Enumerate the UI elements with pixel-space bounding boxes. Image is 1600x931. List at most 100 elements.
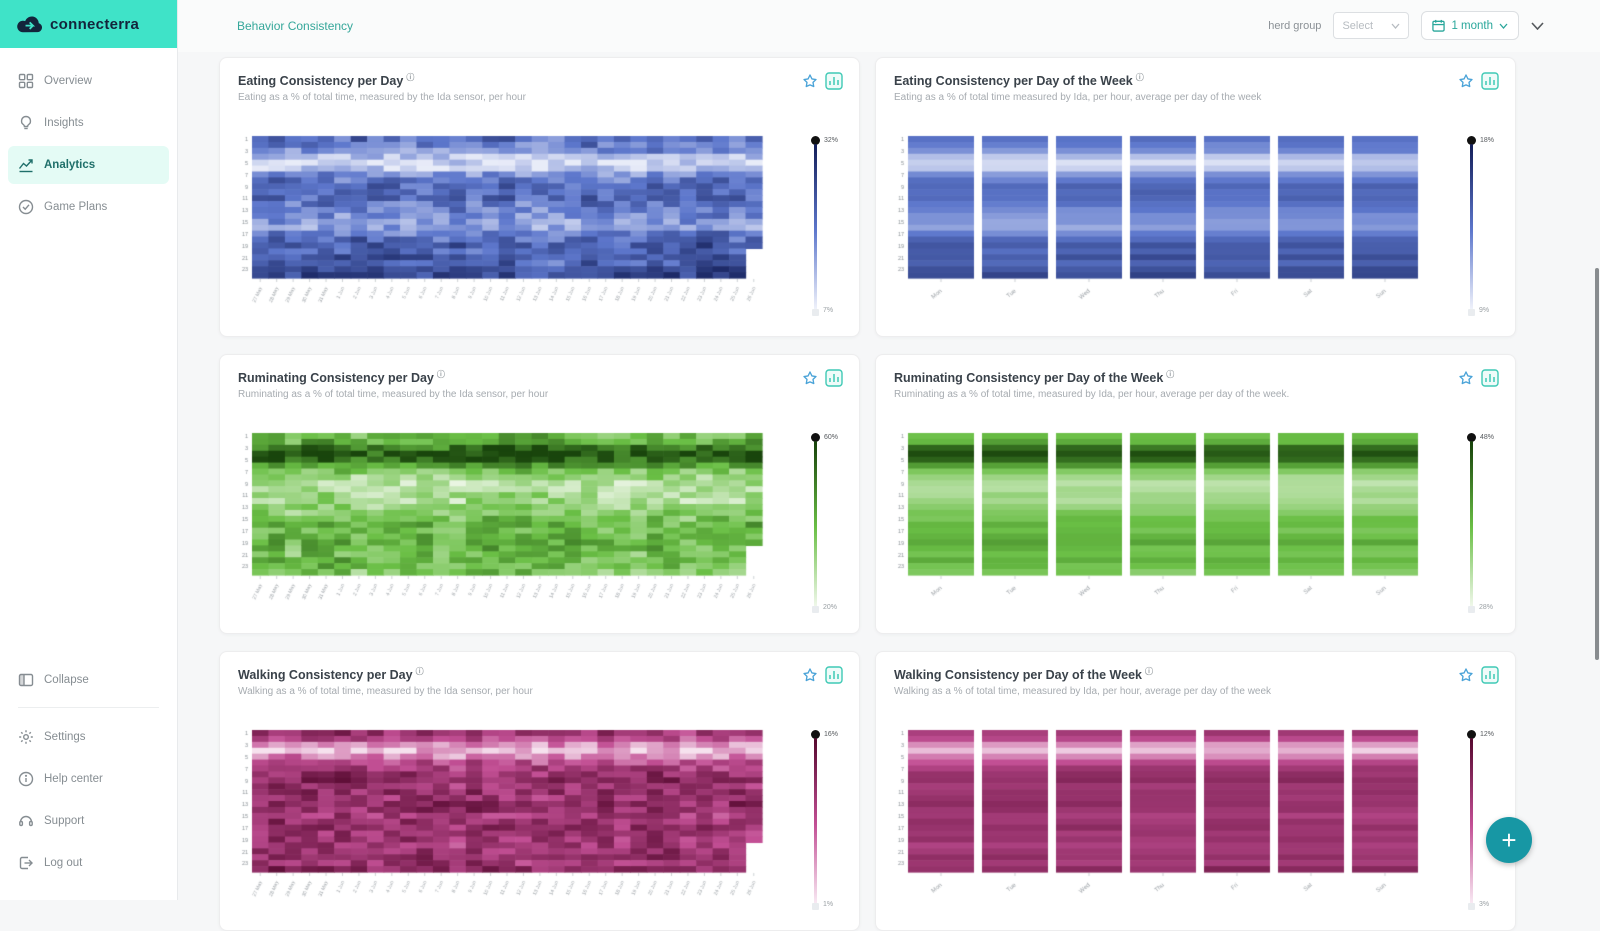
scale-min-cap: [811, 606, 819, 613]
period-label: 1 month: [1451, 19, 1493, 32]
scale-min-cap: [811, 309, 819, 316]
chart-card-ruminating-weekly: Ruminating Consistency per Day of the We…: [875, 354, 1516, 634]
main-content: Behavior Consistency herd group Select 1…: [178, 0, 1600, 931]
chart-title: Ruminating Consistency per Day of the We…: [894, 370, 1175, 386]
herd-group-select[interactable]: Select: [1333, 12, 1410, 39]
scale-min-cap: [1467, 309, 1475, 316]
sidebar-item-label: Settings: [44, 731, 86, 743]
sidebar-item-game-plans[interactable]: Game Plans: [8, 188, 169, 226]
chart-icon: [18, 157, 34, 173]
scale-min-label: 20%: [823, 604, 838, 611]
calendar-icon: [1432, 19, 1446, 32]
favorite-star-icon[interactable]: [802, 667, 818, 683]
chart-subtitle: Eating as a % of total time, measured by…: [238, 92, 526, 103]
sidebar-item-label: Collapse: [44, 674, 89, 686]
period-select[interactable]: 1 month: [1421, 11, 1519, 40]
scrollbar-thumb[interactable]: [1595, 268, 1599, 660]
scale-max-label: 16%: [824, 731, 839, 738]
favorite-star-icon[interactable]: [802, 370, 818, 386]
add-to-dashboard-icon[interactable]: [825, 369, 843, 387]
color-scale: 60% 20%: [808, 433, 858, 623]
scale-min-cap: [811, 903, 819, 910]
favorite-star-icon[interactable]: [1458, 667, 1474, 683]
scale-max-dot: [810, 136, 820, 145]
add-to-dashboard-icon[interactable]: [1481, 369, 1499, 387]
add-to-dashboard-icon[interactable]: [825, 666, 843, 684]
info-icon[interactable]: ⓘ: [406, 73, 415, 82]
scale-max-label: 12%: [1480, 731, 1495, 738]
divider: [18, 707, 159, 708]
info-icon[interactable]: ⓘ: [1135, 73, 1144, 82]
sidebar-item-settings[interactable]: Settings: [8, 718, 169, 756]
chart-subtitle: Walking as a % of total time, measured b…: [894, 686, 1272, 697]
scale-max-dot: [1466, 730, 1476, 739]
breadcrumb[interactable]: Behavior Consistency: [237, 19, 354, 33]
scale-gradient: [813, 441, 817, 607]
info-icon[interactable]: ⓘ: [1144, 667, 1153, 676]
info-icon[interactable]: ⓘ: [415, 667, 424, 676]
herd-group-label: herd group: [1268, 19, 1322, 32]
herd-group-placeholder: Select: [1342, 19, 1374, 32]
sidebar-item-label: Overview: [44, 75, 92, 87]
scale-gradient: [813, 144, 817, 310]
favorite-star-icon[interactable]: [1458, 370, 1474, 386]
add-to-dashboard-icon[interactable]: [825, 72, 843, 90]
sidebar-item-label: Game Plans: [44, 201, 108, 213]
chart-subtitle: Ruminating as a % of total time, measure…: [238, 389, 549, 400]
sidebar-item-collapse[interactable]: Collapse: [8, 661, 169, 699]
scale-min-label: 9%: [1479, 307, 1490, 314]
scale-max-label: 32%: [824, 137, 839, 144]
scale-gradient: [1469, 738, 1473, 904]
scale-max-dot: [1466, 433, 1476, 442]
scale-min-label: 7%: [823, 307, 834, 314]
heatmap-ruminating-weekly: [888, 429, 1438, 629]
chart-title: Walking Consistency per Day of the Week ⓘ: [894, 667, 1153, 683]
sidebar-item-overview[interactable]: Overview: [8, 62, 169, 100]
chart-card-walking-weekly: Walking Consistency per Day of the Week ⓘ…: [875, 651, 1516, 931]
gear-icon: [18, 729, 34, 745]
sidebar-item-analytics[interactable]: Analytics: [8, 146, 169, 184]
collapse-header-icon[interactable]: [1531, 21, 1544, 30]
scale-min-label: 3%: [1479, 901, 1490, 908]
sidebar-item-label: Log out: [44, 857, 83, 869]
favorite-star-icon[interactable]: [1458, 73, 1474, 89]
brand-name: connecterra: [50, 15, 140, 33]
color-scale: 18% 9%: [1464, 136, 1514, 326]
scale-max-label: 18%: [1480, 137, 1495, 144]
scale-max-dot: [1466, 136, 1476, 145]
chart-title: Eating Consistency per Day ⓘ: [238, 73, 415, 89]
chart-card-walking-daily: Walking Consistency per Day ⓘ Walking as …: [219, 651, 860, 931]
add-button[interactable]: +: [1486, 817, 1532, 863]
header-controls: herd group Select 1 month: [1268, 11, 1544, 40]
scale-gradient: [813, 738, 817, 904]
sidebar-item-support[interactable]: Support: [8, 802, 169, 840]
scale-min-label: 1%: [823, 901, 834, 908]
support-icon: [18, 813, 34, 829]
chevron-down-icon: [1499, 23, 1508, 29]
sidebar-item-log-out[interactable]: Log out: [8, 844, 169, 882]
scale-gradient: [1469, 144, 1473, 310]
chart-subtitle: Walking as a % of total time, measured b…: [238, 686, 533, 697]
chart-subtitle: Eating as a % of total time measured by …: [894, 92, 1262, 103]
logout-icon: [18, 855, 34, 871]
help-icon: [18, 771, 34, 787]
sidebar-footer-nav: Collapse Settings Help center Support Log ou…: [0, 661, 177, 886]
color-scale: 48% 28%: [1464, 433, 1514, 623]
topbar: Behavior Consistency herd group Select 1…: [178, 0, 1600, 52]
sidebar-item-help-center[interactable]: Help center: [8, 760, 169, 798]
info-icon[interactable]: ⓘ: [436, 370, 445, 379]
chart-title: Eating Consistency per Day of the Week ⓘ: [894, 73, 1144, 89]
sidebar-item-insights[interactable]: Insights: [8, 104, 169, 142]
add-to-dashboard-icon[interactable]: [1481, 666, 1499, 684]
favorite-star-icon[interactable]: [802, 73, 818, 89]
logo: connecterra: [0, 0, 177, 48]
info-icon[interactable]: ⓘ: [1166, 370, 1175, 379]
scale-max-label: 60%: [824, 434, 839, 441]
check-circle-icon: [18, 199, 34, 215]
add-to-dashboard-icon[interactable]: [1481, 72, 1499, 90]
color-scale: 32% 7%: [808, 136, 858, 326]
scale-min-cap: [1467, 606, 1475, 613]
heatmap-walking-daily: [232, 726, 782, 926]
scale-max-dot: [810, 433, 820, 442]
scale-max-label: 48%: [1480, 434, 1495, 441]
